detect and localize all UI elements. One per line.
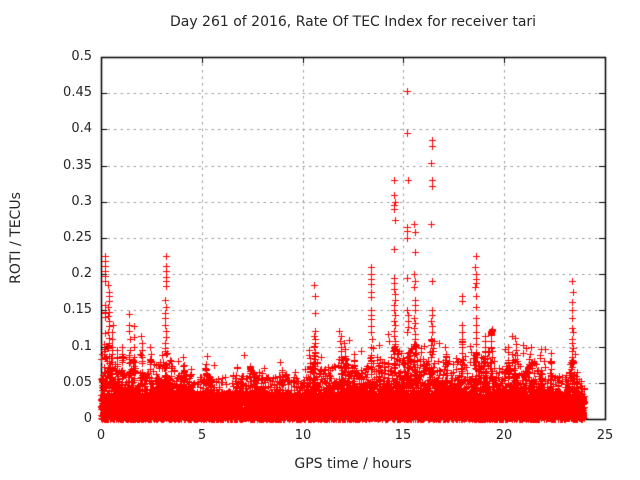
x-tick-label: 5 [197, 428, 207, 443]
x-tick-label: 25 [596, 428, 614, 443]
x-tick-label: 20 [495, 428, 513, 443]
y-tick-label: 0.4 [71, 121, 92, 136]
x-tick-label: 15 [394, 428, 412, 443]
y-tick-label: 0.25 [63, 230, 92, 245]
x-tick-label: 10 [294, 428, 312, 443]
x-axis-label: GPS time / hours [294, 456, 412, 472]
x-tick-label: 0 [96, 428, 106, 443]
y-tick-label: 0.5 [71, 49, 92, 64]
y-tick-label: 0.35 [63, 158, 92, 173]
y-axis-label: ROTI / TECUs [8, 192, 24, 284]
y-tick-label: 0.1 [71, 339, 92, 354]
y-tick-label: 0.15 [63, 302, 92, 317]
chart-title: Day 261 of 2016, Rate Of TEC Index for r… [169, 14, 537, 30]
y-tick-label: 0.3 [71, 194, 92, 209]
y-tick-label: 0.45 [63, 85, 92, 100]
y-tick-label: 0.2 [71, 266, 92, 281]
y-tick-label: 0.05 [63, 375, 92, 390]
y-tick-label: 0 [83, 411, 92, 426]
